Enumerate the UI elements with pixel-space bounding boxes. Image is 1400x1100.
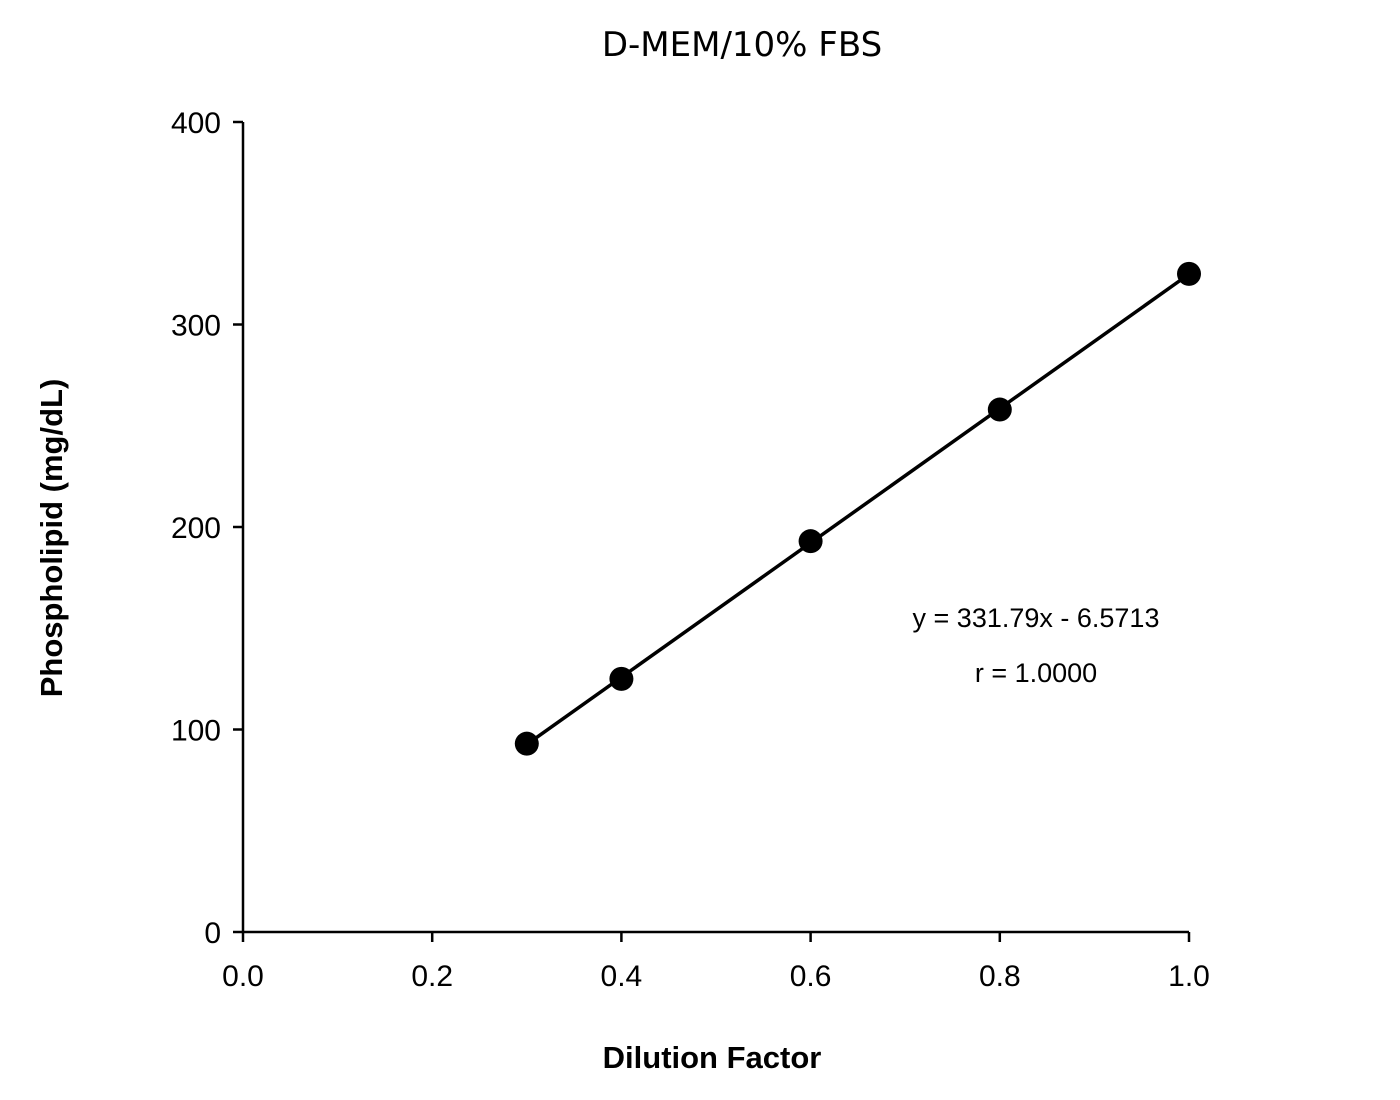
data-point [1177,261,1201,286]
data-point [514,731,539,756]
x-tick-label: 0.8 [979,960,1021,993]
ticks: 0 100 200 300 400 0.0 0.2 0.4 0.6 0.8 1.0 [171,107,1210,993]
x-tick-label: 0.6 [790,960,832,993]
x-axis-title: Dilution Factor [603,1040,822,1075]
data-point [609,666,634,691]
y-tick-label: 0 [204,917,221,950]
r-annotation: r = 1.0000 [975,658,1097,688]
trendline [525,272,1191,746]
y-axis-title: Phospholipid (mg/dL) [34,379,69,698]
y-tick-label: 300 [171,310,221,343]
y-tick-label: 200 [171,512,221,545]
y-tick-label: 400 [171,107,221,140]
y-tick-label: 100 [171,715,221,748]
x-tick-label: 0.4 [601,960,643,993]
chart-title: D-MEM/10% FBS [602,25,882,65]
data-point [987,397,1012,422]
x-tick-label: 1.0 [1168,960,1210,993]
axes [241,122,1189,934]
equation-annotation: y = 331.79x - 6.5713 [913,603,1160,633]
x-tick-label: 0.0 [222,960,264,993]
data-marks [514,261,1201,756]
x-tick-label: 0.2 [411,960,453,993]
data-point [798,529,823,554]
